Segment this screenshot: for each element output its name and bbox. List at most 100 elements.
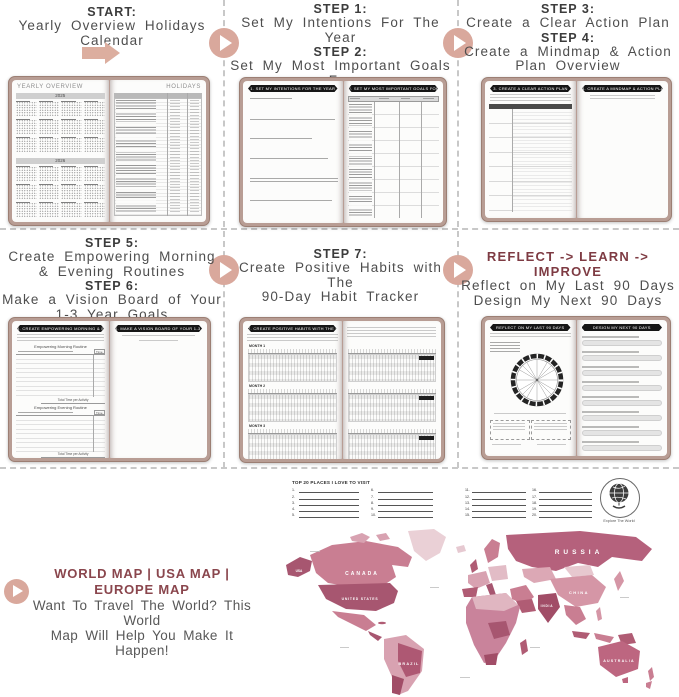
world-map: USA CANADA UNITED STATES RUSSIA CHINA IN… [286,529,654,695]
step-label: STEP 1: [313,2,368,16]
alaska-label: USA [296,569,303,573]
cell1-heading: START: Yearly Overview Holidays Calendar [0,5,224,48]
intro-text [347,327,437,339]
place-row: 19. [532,506,592,513]
heading-line: Create Empowering Morning [8,249,216,264]
spread-routines-vision: 5. CREATE EMPOWERING MORNING & EVENING R… [8,317,211,462]
globe-icon [609,483,629,509]
place-row: 15. [465,512,526,519]
mini-month [16,101,37,117]
place-number: 9. [371,507,374,512]
place-row: 16. [532,487,592,494]
play-icon [4,579,29,604]
footer-text [492,444,522,446]
russia-label: RUSSIA [555,549,604,556]
column-label [350,98,361,100]
triangle-icon [220,262,232,278]
places-column: 16. 17. 18. 19. 20. [532,487,592,519]
divider-vertical-right [457,0,459,468]
month-tag [419,396,434,400]
italy-shape [486,583,496,595]
column-label [401,98,411,100]
place-number: 11. [465,488,470,493]
footer-text [537,444,567,446]
page-banner: 3. CREATE A CLEAR ACTION PLAN [490,85,571,92]
central-america-shape [368,631,382,641]
answer-pill [581,339,662,346]
holiday-dates [170,100,180,214]
spread-intentions-goals: 1. SET MY INTENTIONS FOR THE YEAR 2. SET… [239,77,447,227]
mini-calendar-grid [16,101,105,153]
mini-month [38,101,60,117]
heading-line: Create a Clear Action Plan [466,15,670,30]
ocean-labels [310,551,629,678]
page-holidays: HOLIDAYS [109,80,206,222]
uk-shape [470,559,478,573]
place-row: 5. [292,512,359,519]
prompt-line [581,381,640,383]
place-row: 14. [465,506,526,513]
usa-shape [318,583,398,611]
new-zealand-shape [646,681,652,689]
play-icon [209,28,239,58]
page-banner: 4. CREATE A MINDMAP & ACTION PLAN OVERVI… [582,86,663,91]
spread-habit-tracker: 7. CREATE POSITIVE HABITS WITH THE 90-DA… [239,317,445,463]
place-number: 18. [532,500,537,505]
month-tag [419,436,434,440]
prompt-line [581,441,640,443]
alaska-shape [286,557,312,577]
answer-pill [581,414,662,421]
start-label: START: [87,5,137,19]
place-blank-line [472,492,526,494]
column-label [423,98,435,100]
triangle-icon [220,35,232,51]
mini-calendar-grid [16,166,105,218]
divider-vertical-left [223,0,225,468]
mini-month [38,202,60,218]
mini-month [83,119,105,135]
mini-month [38,184,60,200]
month-label: MONTH 2 [249,384,266,388]
place-row: 2. [292,493,359,500]
prompt-row [581,441,662,451]
place-number: 2. [292,494,295,499]
spread-action-plan: 3. CREATE A CLEAR ACTION PLAN 4. CREATE … [481,77,672,222]
place-row: 6. [371,487,433,494]
place-row: 17. [532,493,592,500]
brazil-shape [398,643,422,677]
page-intentions: 1. SET MY INTENTIONS FOR THE YEAR [243,81,343,223]
mini-month [83,166,105,182]
page-vision-board: 6. MAKE A VISION BOARD OF YOUR 1-3 YEAR … [110,321,207,458]
column-line [186,93,188,216]
place-blank-line [299,511,359,513]
place-number: 13. [465,500,470,505]
habit-day-numbers [248,429,337,434]
arrow-right-icon [82,42,120,64]
place-row: 4. [292,506,359,513]
mexico-shape [332,611,376,631]
question [249,138,312,141]
page-header: YEARLY OVERVIEW [17,84,84,90]
cell5-heading: STEP 7: Create Positive Habits with The … [224,247,457,305]
evening-routine-label: Empowering Evening Routine [34,405,87,410]
place-blank-line [472,504,526,506]
time-column-label: Time [93,410,106,415]
table-subheader [489,104,572,109]
step-label: STEP 3: [540,2,595,16]
page-banner: REFLECT ON MY LAST 90 DAYS [490,324,571,331]
place-row: 3. [292,500,359,506]
central-europe-shape [488,565,508,581]
page-action-plan: 3. CREATE A CLEAR ACTION PLAN [485,81,576,218]
question [249,158,328,161]
place-row: 12. [465,493,526,500]
place-row: 11. [465,487,526,494]
place-number: 7. [371,494,374,499]
habit-grid [248,434,337,459]
arrow-shaft [82,47,105,59]
month-tag [419,356,434,360]
place-row: 18. [532,500,592,506]
place-number: 1. [292,488,295,493]
place-row: 13. [465,500,526,506]
australia-shape [598,641,640,677]
mini-month [16,137,37,153]
